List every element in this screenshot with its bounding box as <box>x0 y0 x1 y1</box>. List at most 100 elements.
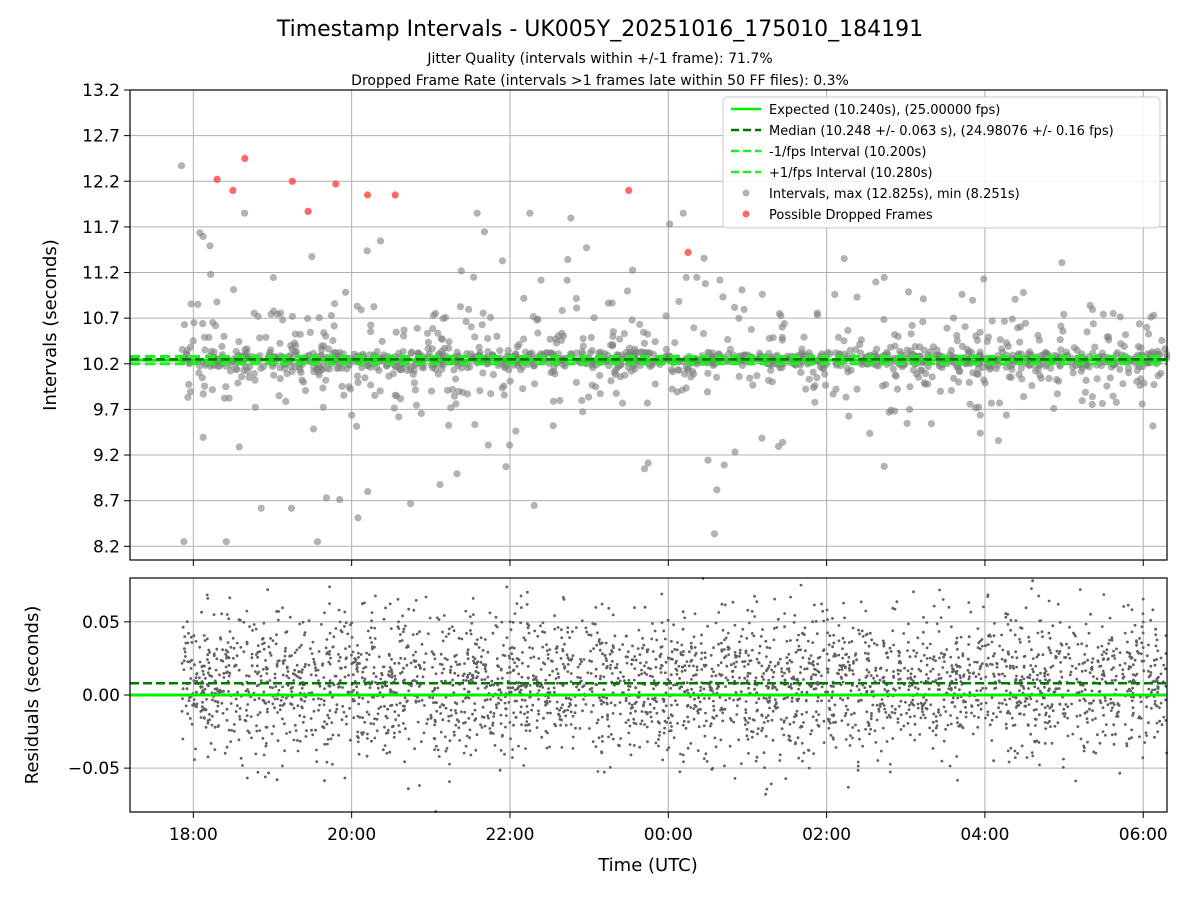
residual-point <box>256 650 260 654</box>
residual-point <box>1130 736 1133 740</box>
residual-point <box>659 671 663 674</box>
residual-point <box>897 654 901 658</box>
interval-point <box>965 378 973 386</box>
residual-point <box>871 703 875 707</box>
residual-point <box>1094 751 1098 755</box>
residual-point <box>715 687 719 690</box>
residual-point <box>490 679 494 683</box>
interval-point <box>457 267 465 275</box>
interval-point <box>1036 371 1044 379</box>
interval-point <box>834 333 843 341</box>
residual-point <box>743 665 746 668</box>
residual-point <box>227 617 231 621</box>
residual-point <box>613 634 617 638</box>
residual-point <box>337 608 341 612</box>
residual-point <box>968 691 972 694</box>
residual-point <box>300 698 303 702</box>
interval-point <box>567 214 575 222</box>
residual-point <box>1014 650 1018 654</box>
interval-point <box>668 385 676 393</box>
residual-point <box>877 707 881 711</box>
chart-title: Timestamp Intervals - UK005Y_20251016_17… <box>276 17 923 42</box>
residual-point <box>433 718 437 722</box>
residual-point <box>913 722 917 726</box>
residual-point <box>820 602 823 606</box>
residual-point <box>273 676 277 680</box>
residual-point <box>931 680 935 683</box>
residual-point <box>767 700 770 704</box>
interval-point <box>506 377 514 385</box>
residual-point <box>579 657 582 661</box>
residual-point <box>921 710 924 714</box>
residual-point <box>488 727 492 730</box>
residual-point <box>697 696 700 700</box>
interval-point <box>682 273 690 282</box>
residual-point <box>706 624 709 628</box>
residual-point <box>227 728 231 732</box>
interval-point <box>530 501 538 510</box>
residual-point <box>393 674 397 678</box>
residual-point <box>1098 699 1102 703</box>
interval-point <box>1069 369 1077 377</box>
residual-point <box>1027 687 1030 690</box>
residual-point <box>396 625 400 628</box>
residual-point <box>898 677 902 681</box>
residual-point <box>709 653 713 657</box>
residual-point <box>201 669 205 673</box>
interval-point <box>519 385 527 393</box>
residual-point <box>897 672 900 676</box>
top-y-tick-label: 9.2 <box>93 446 120 466</box>
residual-point <box>964 705 967 709</box>
residual-point <box>313 662 317 666</box>
residual-point <box>1164 698 1168 702</box>
residual-point <box>896 668 900 672</box>
residual-point <box>559 723 562 727</box>
interval-point <box>309 425 318 433</box>
residual-point <box>346 632 350 636</box>
residual-point <box>594 674 598 678</box>
residual-point <box>277 610 280 613</box>
residual-point <box>639 722 643 726</box>
interval-point <box>1008 315 1016 323</box>
residual-point <box>325 722 329 726</box>
residual-point <box>650 720 654 723</box>
residual-point <box>246 703 250 706</box>
residual-point <box>527 723 531 726</box>
residual-point <box>790 700 794 703</box>
residual-point <box>383 684 387 687</box>
residual-point <box>350 653 353 657</box>
residual-point <box>925 707 929 711</box>
residual-point <box>431 690 434 693</box>
residual-point <box>388 750 392 754</box>
residual-point <box>826 631 829 635</box>
interval-point <box>927 420 936 428</box>
residual-point <box>995 665 999 669</box>
residual-point <box>956 696 960 700</box>
residual-point <box>467 690 471 694</box>
residual-point <box>298 646 301 649</box>
residual-point <box>596 718 600 722</box>
residual-point <box>415 675 419 678</box>
residual-point <box>323 720 326 723</box>
residual-point <box>312 697 315 701</box>
interval-point <box>894 332 902 341</box>
interval-point <box>1150 381 1158 389</box>
residual-point <box>398 730 402 734</box>
residual-point <box>913 714 916 718</box>
residual-point <box>602 700 606 704</box>
residual-point <box>1127 737 1131 741</box>
residual-point <box>947 605 951 609</box>
residual-point <box>432 652 435 656</box>
residual-point <box>580 660 583 664</box>
interval-point <box>710 530 719 538</box>
residual-point <box>891 606 895 610</box>
interval-point <box>1000 317 1009 325</box>
interval-point <box>713 373 721 381</box>
bottom-y-axis-label: Residuals (seconds) <box>22 606 43 785</box>
residual-point <box>397 661 401 665</box>
residual-point <box>370 619 373 623</box>
residual-point <box>731 675 735 679</box>
residual-point <box>820 685 824 689</box>
residual-point <box>433 686 437 690</box>
residual-point <box>1061 712 1065 715</box>
